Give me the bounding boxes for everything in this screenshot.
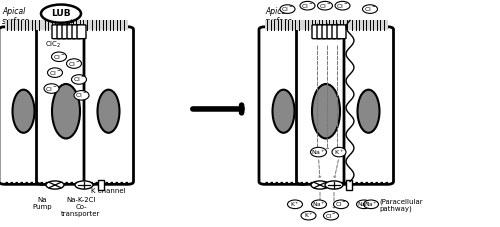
FancyBboxPatch shape: [317, 25, 326, 39]
FancyBboxPatch shape: [312, 25, 321, 39]
FancyBboxPatch shape: [72, 25, 81, 39]
Ellipse shape: [98, 90, 120, 133]
Text: Cl$^-$: Cl$^-$: [364, 5, 376, 13]
Text: Apical
surface: Apical surface: [265, 7, 293, 26]
Text: ClC$_2$: ClC$_2$: [45, 40, 62, 50]
FancyBboxPatch shape: [67, 25, 76, 39]
Text: Cl$^-$: Cl$^-$: [68, 59, 80, 68]
Text: Cl$^-$: Cl$^-$: [53, 53, 65, 61]
Bar: [98, 180, 104, 190]
FancyBboxPatch shape: [337, 25, 346, 39]
Text: (Paracellular
pathway): (Paracellular pathway): [379, 198, 422, 212]
Text: K$^+$: K$^+$: [290, 200, 300, 209]
Ellipse shape: [72, 75, 86, 84]
Bar: [265, 20, 302, 30]
Ellipse shape: [301, 211, 316, 220]
Text: Apical
surface: Apical surface: [2, 7, 30, 26]
Ellipse shape: [52, 84, 80, 138]
Bar: [5, 20, 43, 30]
Text: Na
Pump: Na Pump: [32, 197, 52, 210]
FancyBboxPatch shape: [327, 25, 336, 39]
Text: Cl$^-$: Cl$^-$: [336, 2, 348, 10]
Ellipse shape: [364, 200, 378, 209]
Ellipse shape: [280, 5, 295, 13]
Text: K$^+$: K$^+$: [334, 148, 344, 157]
Ellipse shape: [318, 1, 332, 10]
Ellipse shape: [332, 147, 346, 157]
Text: Cl$^-$: Cl$^-$: [49, 69, 61, 77]
Text: Cl$^-$: Cl$^-$: [302, 2, 314, 10]
Text: Cl$^-$: Cl$^-$: [76, 91, 88, 99]
Text: K channel: K channel: [90, 188, 126, 194]
FancyBboxPatch shape: [36, 27, 96, 184]
FancyBboxPatch shape: [344, 27, 394, 184]
Circle shape: [325, 181, 343, 189]
Bar: [346, 180, 352, 190]
FancyBboxPatch shape: [296, 27, 356, 184]
FancyBboxPatch shape: [322, 25, 331, 39]
Ellipse shape: [358, 90, 380, 133]
Text: Cl$^-$: Cl$^-$: [282, 5, 294, 13]
Ellipse shape: [362, 5, 378, 13]
Ellipse shape: [48, 68, 62, 77]
Ellipse shape: [74, 91, 89, 100]
Ellipse shape: [66, 59, 82, 68]
FancyBboxPatch shape: [62, 25, 71, 39]
Text: LUB: LUB: [51, 9, 71, 18]
Ellipse shape: [300, 1, 315, 10]
Ellipse shape: [334, 200, 348, 209]
Ellipse shape: [312, 84, 340, 138]
Text: Cl$^-$: Cl$^-$: [325, 212, 337, 220]
Text: Na$^+$: Na$^+$: [312, 200, 326, 209]
FancyBboxPatch shape: [77, 25, 86, 39]
FancyBboxPatch shape: [332, 25, 341, 39]
Bar: [350, 20, 388, 30]
Text: Cl$^-$: Cl$^-$: [319, 2, 331, 10]
Text: +: +: [67, 17, 73, 27]
Ellipse shape: [324, 211, 338, 220]
Circle shape: [41, 5, 81, 23]
Text: Na-K-2Cl
Co-
transporter: Na-K-2Cl Co- transporter: [62, 197, 100, 217]
Ellipse shape: [44, 84, 59, 93]
Text: Cl$^-$: Cl$^-$: [46, 84, 58, 93]
Ellipse shape: [52, 52, 66, 62]
Circle shape: [311, 181, 329, 189]
Text: K$^+$: K$^+$: [304, 211, 314, 220]
FancyBboxPatch shape: [52, 25, 61, 39]
Ellipse shape: [356, 200, 372, 209]
Ellipse shape: [335, 1, 350, 10]
Circle shape: [75, 181, 93, 189]
Ellipse shape: [288, 200, 302, 209]
Text: Na$^+$: Na$^+$: [357, 200, 371, 209]
Text: Cl$^-$: Cl$^-$: [73, 75, 85, 84]
Bar: [42, 20, 90, 30]
Text: Na$^+$: Na$^+$: [311, 148, 326, 157]
Text: Na$^+$: Na$^+$: [364, 200, 378, 209]
Ellipse shape: [272, 90, 294, 133]
Ellipse shape: [310, 147, 326, 157]
Ellipse shape: [12, 90, 34, 133]
FancyBboxPatch shape: [84, 27, 134, 184]
FancyBboxPatch shape: [57, 25, 66, 39]
Circle shape: [46, 181, 64, 189]
FancyBboxPatch shape: [259, 27, 308, 184]
Text: Cl$^-$: Cl$^-$: [335, 200, 347, 208]
Bar: [90, 20, 128, 30]
FancyBboxPatch shape: [0, 27, 48, 184]
Bar: [302, 20, 350, 30]
Ellipse shape: [312, 200, 326, 209]
